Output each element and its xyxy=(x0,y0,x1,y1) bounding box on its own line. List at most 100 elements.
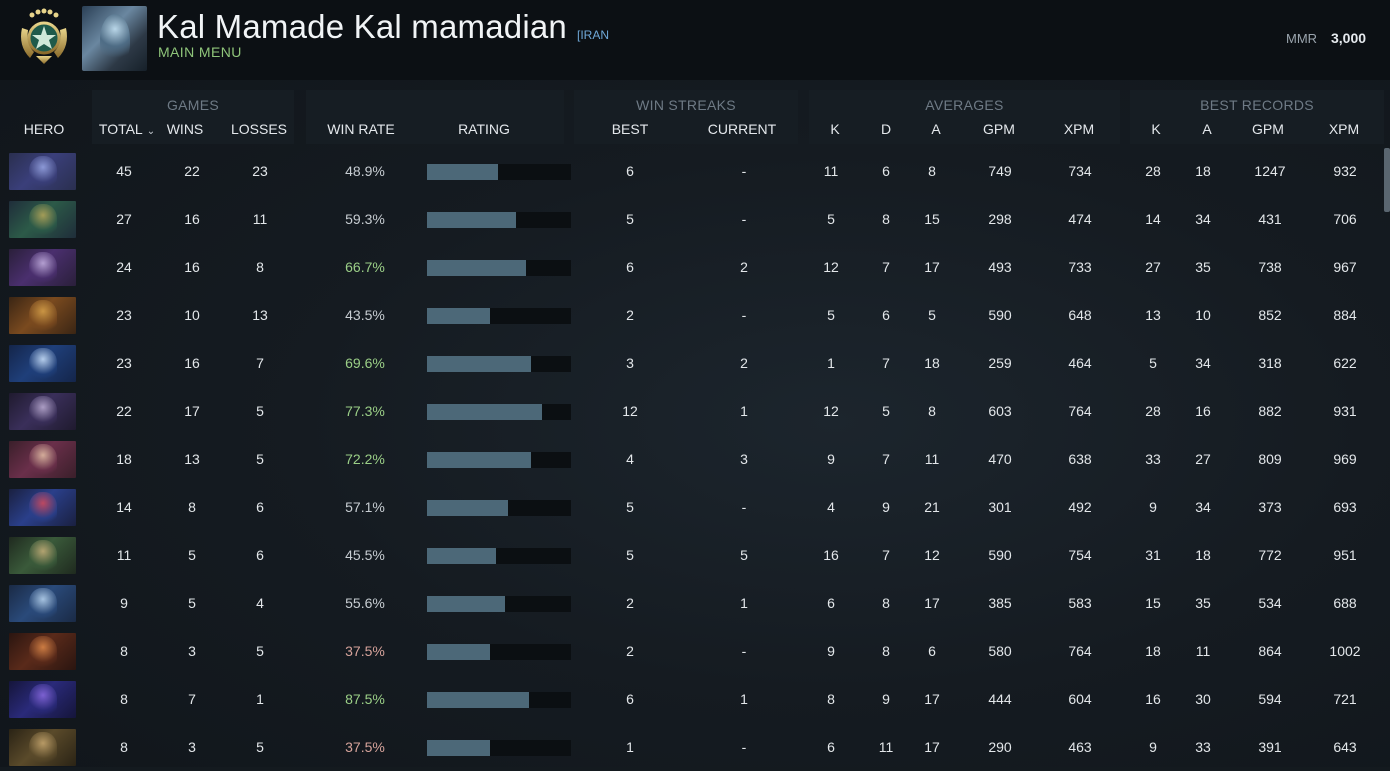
sort-chevron-down-icon: ⌄ xyxy=(146,126,156,137)
col-best-xpm[interactable]: XPM xyxy=(1328,121,1360,137)
cell-losses: 7 xyxy=(256,355,264,371)
cell-best-streak: 3 xyxy=(626,355,634,371)
table-row[interactable]: 8 3 5 37.5% 2 - 9 8 6 580 764 18 11 864 1002 xyxy=(0,627,1384,675)
cell-gpm: 385 xyxy=(988,595,1012,611)
table-row[interactable]: 27 16 11 59.3% 5 - 5 8 15 298 474 14 34 431 706 xyxy=(0,195,1384,243)
cell-xpm: 734 xyxy=(1068,163,1092,179)
cell-k: 8 xyxy=(827,691,835,707)
table-row[interactable]: 11 5 6 45.5% 5 5 16 7 12 590 754 31 18 772 951 xyxy=(0,531,1384,579)
cell-best-xpm: 951 xyxy=(1333,547,1357,563)
rating-bar xyxy=(427,692,571,708)
cell-xpm: 474 xyxy=(1068,211,1092,227)
cell-best-k: 13 xyxy=(1145,307,1161,323)
cell-current-streak: 1 xyxy=(740,595,748,611)
rating-bar-fill xyxy=(427,404,542,420)
col-win-rate[interactable]: WIN RATE xyxy=(327,121,395,137)
col-best-k[interactable]: K xyxy=(1151,121,1161,137)
clinkz-icon[interactable] xyxy=(9,537,76,574)
cell-gpm: 298 xyxy=(988,211,1012,227)
best-records-group-label: BEST RECORDS xyxy=(1200,97,1314,113)
col-best-a[interactable]: A xyxy=(1202,121,1212,137)
col-rating[interactable]: RATING xyxy=(458,121,510,137)
win-streaks-group-label: WIN STREAKS xyxy=(636,97,736,113)
cell-a: 17 xyxy=(924,739,940,755)
cell-best-streak: 6 xyxy=(626,259,634,275)
table-row[interactable]: 23 10 13 43.5% 2 - 5 6 5 590 648 13 10 852 884 xyxy=(0,291,1384,339)
rubick-icon[interactable] xyxy=(9,201,76,238)
table-row[interactable]: 45 22 23 48.9% 6 - 11 6 8 749 734 28 18 1247 932 xyxy=(0,147,1384,195)
col-total[interactable]: TOTAL ⌄ xyxy=(92,121,162,137)
io-icon[interactable] xyxy=(9,345,76,382)
rating-bar xyxy=(427,500,571,516)
mmr-label: MMR xyxy=(1286,31,1318,46)
cell-losses: 6 xyxy=(256,499,264,515)
rating-bar xyxy=(427,452,571,468)
cell-total: 23 xyxy=(116,307,132,323)
cell-gpm: 493 xyxy=(988,259,1012,275)
col-avg-d[interactable]: D xyxy=(880,121,892,137)
cell-total: 14 xyxy=(116,499,132,515)
cell-win-rate: 87.5% xyxy=(345,691,385,707)
rating-bar xyxy=(427,212,571,228)
cell-losses: 13 xyxy=(252,307,268,323)
cell-wins: 10 xyxy=(184,307,200,323)
rating-bar xyxy=(427,596,571,612)
cell-best-streak: 5 xyxy=(626,499,634,515)
riki-icon[interactable] xyxy=(9,681,76,718)
col-avg-xpm[interactable]: XPM xyxy=(1063,121,1095,137)
table-row[interactable]: 23 16 7 69.6% 3 2 1 7 18 259 464 5 34 318 622 xyxy=(0,339,1384,387)
col-avg-k[interactable]: K xyxy=(830,121,840,137)
alchemist-icon[interactable] xyxy=(9,729,76,766)
table-row[interactable]: 9 5 4 55.6% 2 1 6 8 17 385 583 15 35 534 688 xyxy=(0,579,1384,627)
table-row[interactable]: 8 7 1 87.5% 6 1 8 9 17 444 604 16 30 594 721 xyxy=(0,675,1384,723)
cell-wins: 13 xyxy=(184,451,200,467)
cell-win-rate: 57.1% xyxy=(345,499,385,515)
cell-best-xpm: 932 xyxy=(1333,163,1357,179)
cell-losses: 8 xyxy=(256,259,264,275)
cell-best-xpm: 693 xyxy=(1333,499,1357,515)
col-wins[interactable]: WINS xyxy=(166,121,204,137)
cell-best-a: 33 xyxy=(1195,739,1211,755)
cell-xpm: 764 xyxy=(1068,403,1092,419)
player-avatar[interactable] xyxy=(82,6,147,71)
cell-current-streak: 2 xyxy=(740,355,748,371)
cell-a: 17 xyxy=(924,259,940,275)
cell-wins: 17 xyxy=(184,403,200,419)
col-avg-gpm[interactable]: GPM xyxy=(983,121,1015,137)
rating-bar xyxy=(427,260,571,276)
cell-best-gpm: 772 xyxy=(1258,547,1282,563)
col-current-streak[interactable]: CURRENT xyxy=(707,121,777,137)
anti-mage-icon[interactable] xyxy=(9,633,76,670)
crystal-maiden-icon[interactable] xyxy=(9,585,76,622)
table-row[interactable]: 8 3 5 37.5% 1 - 6 11 17 290 463 9 33 391 643 xyxy=(0,723,1384,771)
invoker-icon[interactable] xyxy=(9,441,76,478)
queen-of-pain-icon[interactable] xyxy=(9,489,76,526)
scrollbar-thumb[interactable] xyxy=(1384,148,1390,212)
cell-best-k: 15 xyxy=(1145,595,1161,611)
table-row[interactable]: 24 16 8 66.7% 6 2 12 7 17 493 733 27 35 738 967 xyxy=(0,243,1384,291)
col-hero[interactable]: HERO xyxy=(23,121,65,137)
col-best-streak[interactable]: BEST xyxy=(611,121,649,137)
main-menu-link[interactable]: MAIN MENU xyxy=(158,44,242,60)
cell-xpm: 648 xyxy=(1068,307,1092,323)
cell-best-streak: 6 xyxy=(626,691,634,707)
cell-losses: 6 xyxy=(256,547,264,563)
col-losses[interactable]: LOSSES xyxy=(230,121,288,137)
cell-best-k: 28 xyxy=(1145,403,1161,419)
cell-best-xpm: 969 xyxy=(1333,451,1357,467)
rating-bar-fill xyxy=(427,644,490,660)
cell-best-k: 9 xyxy=(1149,739,1157,755)
dark-willow-icon[interactable] xyxy=(9,393,76,430)
cell-best-streak: 12 xyxy=(622,403,638,419)
cell-win-rate: 37.5% xyxy=(345,739,385,755)
table-row[interactable]: 18 13 5 72.2% 4 3 9 7 11 470 638 33 27 809 969 xyxy=(0,435,1384,483)
snapfire-icon[interactable] xyxy=(9,297,76,334)
arc-warden-icon[interactable] xyxy=(9,153,76,190)
table-row[interactable]: 22 17 5 77.3% 12 1 12 5 8 603 764 28 16 882 931 xyxy=(0,387,1384,435)
table-row[interactable]: 14 8 6 57.1% 5 - 4 9 21 301 492 9 34 373 693 xyxy=(0,483,1384,531)
col-best-gpm[interactable]: GPM xyxy=(1252,121,1284,137)
col-avg-a[interactable]: A xyxy=(931,121,941,137)
cell-a: 15 xyxy=(924,211,940,227)
void-spirit-icon[interactable] xyxy=(9,249,76,286)
cell-best-a: 11 xyxy=(1195,643,1211,659)
